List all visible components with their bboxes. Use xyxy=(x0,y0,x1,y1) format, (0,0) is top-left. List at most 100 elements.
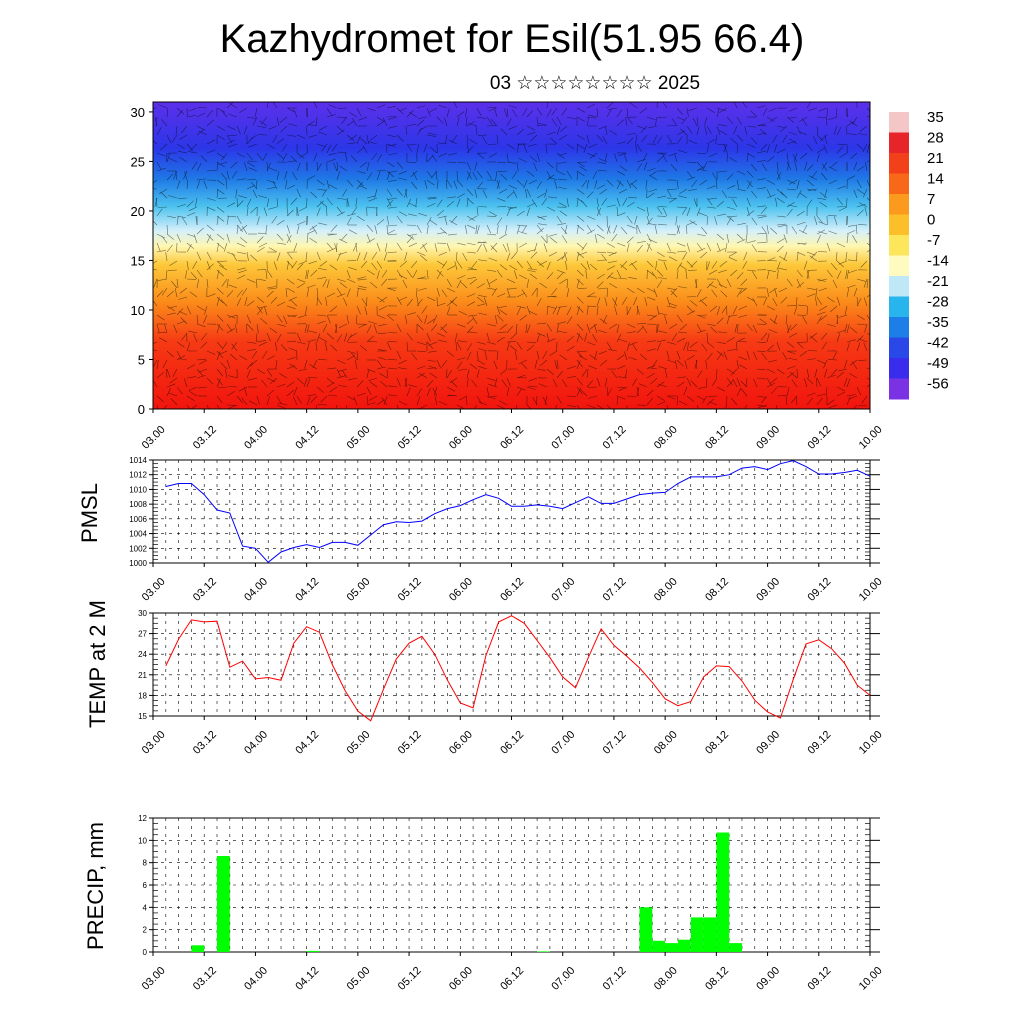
wind-barb xyxy=(806,270,810,280)
wind-barb xyxy=(153,268,158,271)
wind-barb xyxy=(728,251,738,257)
wind-barb xyxy=(616,269,622,279)
wind-barb xyxy=(536,368,546,371)
wind-barb xyxy=(490,245,498,253)
wind-barb xyxy=(499,309,508,316)
wind-barb xyxy=(746,323,753,332)
wind-barb xyxy=(196,323,206,328)
wind-barb xyxy=(783,234,788,244)
wind-barb xyxy=(308,330,318,334)
wind-barb xyxy=(727,215,738,218)
wind-barb xyxy=(445,134,448,144)
wind-barb xyxy=(496,314,504,322)
wind-barb xyxy=(406,236,414,244)
wind-barb xyxy=(516,225,521,235)
wind-barb xyxy=(708,401,718,406)
wind-barb xyxy=(862,143,868,153)
wind-barb xyxy=(522,107,528,117)
wind-barb xyxy=(155,116,158,126)
wind-barb xyxy=(618,152,628,157)
wind-barb xyxy=(456,361,463,370)
wind-barb xyxy=(376,171,381,181)
wind-barb xyxy=(866,242,870,246)
wind-barb xyxy=(797,304,808,307)
wind-barb xyxy=(576,107,586,113)
wind-barb xyxy=(648,223,658,226)
wind-barb xyxy=(646,217,653,226)
wind-barb xyxy=(566,365,576,370)
wind-barb xyxy=(186,179,189,190)
wind-barb xyxy=(376,270,380,280)
wind-barb xyxy=(441,289,448,298)
wind-barb xyxy=(738,364,748,370)
wind-barb xyxy=(468,267,478,271)
wind-barb xyxy=(866,279,869,289)
wind-barb xyxy=(786,179,796,185)
wind-barb xyxy=(721,190,728,199)
wind-barb xyxy=(416,287,418,298)
wind-barb xyxy=(486,386,489,396)
wind-barb xyxy=(798,242,808,245)
wind-barb xyxy=(706,206,716,209)
wind-barb xyxy=(744,126,748,136)
wind-barb xyxy=(788,116,798,119)
wind-barb xyxy=(752,271,758,280)
wind-barb xyxy=(538,122,548,127)
wind-barb xyxy=(549,237,558,244)
wind-barb xyxy=(675,215,678,225)
wind-barb xyxy=(856,278,866,282)
wind-barb xyxy=(556,116,562,126)
wind-barb xyxy=(203,314,208,324)
wind-barb xyxy=(464,225,468,235)
wind-barb xyxy=(428,341,438,346)
wind-barb xyxy=(816,311,826,316)
wind-barb xyxy=(604,152,608,162)
wind-barb xyxy=(830,263,838,271)
wind-barb xyxy=(576,161,585,168)
wind-barb xyxy=(531,287,538,296)
wind-barb xyxy=(296,225,300,235)
wind-barb xyxy=(628,341,638,346)
wind-barb xyxy=(458,395,468,401)
wind-barb xyxy=(468,123,478,127)
wind-barb xyxy=(866,249,870,253)
wind-barb xyxy=(466,378,469,388)
wind-barb xyxy=(226,139,236,145)
wind-barb xyxy=(526,279,529,289)
wind-barb xyxy=(183,378,188,388)
wind-barb xyxy=(613,224,618,234)
wind-barb xyxy=(315,404,318,409)
wind-barb xyxy=(285,288,288,298)
wind-barb xyxy=(866,383,870,388)
wind-barb xyxy=(228,375,238,379)
wind-barb xyxy=(286,381,295,388)
wind-barb xyxy=(280,344,288,352)
heatmap-x-tick-label: 08.00 xyxy=(652,424,680,452)
wind-barb xyxy=(266,377,276,382)
wind-barb xyxy=(688,139,698,145)
wind-barb xyxy=(526,324,531,334)
wind-barb xyxy=(580,200,588,208)
wind-barb xyxy=(752,297,758,307)
wind-barb xyxy=(315,342,318,352)
wind-barb xyxy=(836,143,847,146)
wind-barb xyxy=(546,102,549,109)
wind-barb xyxy=(387,251,398,253)
wind-barb xyxy=(216,206,225,213)
wind-barb xyxy=(226,125,236,130)
wind-barb xyxy=(206,206,216,211)
wind-barb xyxy=(557,178,568,181)
wind-barb xyxy=(646,116,656,121)
wind-barb xyxy=(446,350,455,357)
wind-barb xyxy=(156,167,166,172)
wind-barb xyxy=(266,396,270,406)
wind-barb xyxy=(806,305,808,316)
wind-barb xyxy=(656,381,665,388)
y-tick-label: 12 xyxy=(138,814,147,823)
wind-barb xyxy=(576,188,585,195)
wind-barb xyxy=(276,197,279,208)
wind-barb xyxy=(286,107,296,113)
wind-barb xyxy=(216,179,225,186)
wind-barb xyxy=(326,144,331,154)
wind-barb xyxy=(856,335,864,343)
